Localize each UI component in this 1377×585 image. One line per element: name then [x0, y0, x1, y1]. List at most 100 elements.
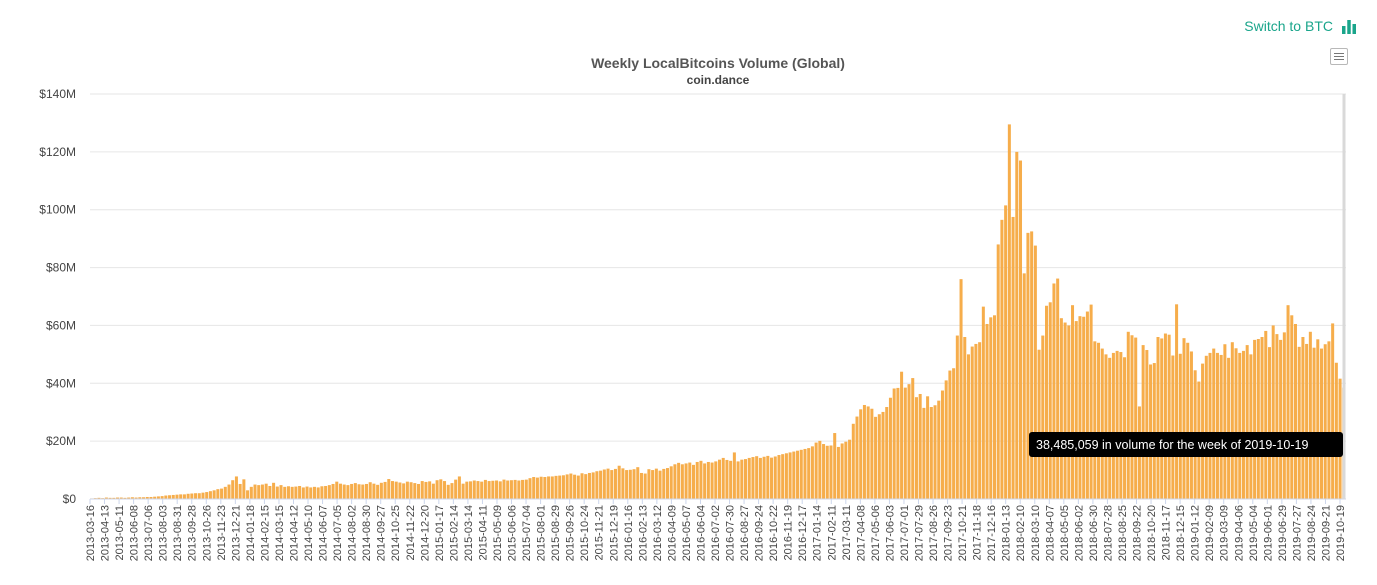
bar[interactable] — [357, 484, 361, 499]
bar[interactable] — [959, 279, 963, 499]
bar[interactable] — [301, 487, 305, 499]
bar[interactable] — [253, 484, 257, 499]
bar[interactable] — [1186, 342, 1190, 499]
bar[interactable] — [1134, 337, 1138, 499]
bar[interactable] — [1297, 346, 1301, 499]
bar[interactable] — [1189, 351, 1193, 499]
bar[interactable] — [1260, 337, 1264, 499]
bar[interactable] — [175, 494, 179, 499]
bar[interactable] — [409, 482, 413, 499]
bar[interactable] — [944, 380, 948, 499]
bar[interactable] — [829, 445, 833, 499]
bar[interactable] — [688, 462, 692, 499]
bar[interactable] — [788, 452, 792, 500]
bar[interactable] — [376, 484, 380, 499]
bar[interactable] — [799, 449, 803, 499]
bar[interactable] — [1100, 348, 1104, 499]
bar[interactable] — [1074, 321, 1078, 499]
bar[interactable] — [379, 482, 383, 499]
bar[interactable] — [684, 463, 688, 499]
bar[interactable] — [1275, 334, 1279, 499]
bar[interactable] — [298, 485, 302, 499]
bar[interactable] — [194, 493, 198, 499]
bar[interactable] — [1227, 357, 1231, 499]
bar[interactable] — [435, 480, 439, 499]
bar[interactable] — [602, 469, 606, 499]
bar[interactable] — [613, 468, 617, 499]
bar[interactable] — [766, 455, 770, 499]
bar[interactable] — [420, 481, 424, 499]
bar[interactable] — [985, 323, 989, 499]
bar[interactable] — [402, 483, 406, 499]
bar[interactable] — [1123, 357, 1127, 499]
bar[interactable] — [457, 476, 461, 499]
bar[interactable] — [628, 469, 632, 499]
bar[interactable] — [112, 497, 116, 499]
chart-context-menu-button[interactable] — [1330, 48, 1348, 65]
bar[interactable] — [1323, 344, 1327, 499]
bar[interactable] — [327, 485, 331, 499]
bar[interactable] — [108, 497, 112, 499]
bar[interactable] — [636, 467, 640, 499]
bar[interactable] — [431, 483, 435, 499]
bar[interactable] — [647, 469, 651, 499]
bar[interactable] — [989, 317, 993, 499]
bar[interactable] — [145, 496, 149, 499]
bar[interactable] — [654, 468, 658, 500]
bar[interactable] — [926, 396, 930, 499]
bar[interactable] — [651, 470, 655, 499]
bar[interactable] — [970, 346, 974, 499]
bar[interactable] — [1182, 338, 1186, 499]
bar[interactable] — [142, 497, 146, 499]
bar[interactable] — [331, 483, 335, 499]
bar[interactable] — [669, 466, 673, 499]
bar[interactable] — [1223, 344, 1227, 499]
bar[interactable] — [179, 494, 183, 499]
bar[interactable] — [610, 470, 614, 499]
bar[interactable] — [1141, 345, 1145, 499]
bar[interactable] — [1093, 341, 1097, 499]
bar[interactable] — [1253, 339, 1257, 499]
bar[interactable] — [929, 407, 933, 499]
bar[interactable] — [978, 342, 982, 499]
bar[interactable] — [1007, 124, 1011, 500]
bar[interactable] — [294, 486, 298, 499]
bar[interactable] — [1018, 160, 1023, 500]
bar[interactable] — [279, 485, 283, 499]
bar[interactable] — [1156, 337, 1160, 499]
bar[interactable] — [509, 480, 513, 499]
bar[interactable] — [643, 473, 647, 499]
bar[interactable] — [1115, 350, 1119, 499]
bar[interactable] — [164, 495, 168, 499]
bar[interactable] — [491, 480, 495, 499]
bar[interactable] — [740, 459, 744, 499]
bar[interactable] — [312, 486, 316, 499]
bar[interactable] — [706, 461, 710, 499]
bar[interactable] — [119, 497, 123, 499]
bar[interactable] — [446, 484, 450, 499]
bar[interactable] — [153, 496, 157, 499]
bar[interactable] — [134, 497, 138, 499]
bar[interactable] — [1293, 323, 1297, 499]
bar[interactable] — [1149, 364, 1153, 499]
bar[interactable] — [974, 343, 978, 499]
bar[interactable] — [1082, 316, 1086, 499]
bar[interactable] — [729, 460, 733, 499]
bar[interactable] — [428, 481, 432, 499]
bar[interactable] — [483, 479, 487, 499]
bar[interactable] — [1037, 349, 1041, 499]
bar[interactable] — [807, 448, 811, 499]
bar[interactable] — [182, 494, 186, 499]
bar[interactable] — [476, 481, 480, 499]
bar[interactable] — [896, 387, 900, 499]
bar[interactable] — [305, 486, 309, 499]
bar[interactable] — [781, 454, 785, 499]
bar[interactable] — [450, 483, 454, 499]
bar[interactable] — [309, 487, 313, 499]
bar[interactable] — [833, 433, 837, 499]
bar[interactable] — [461, 483, 465, 499]
bar[interactable] — [1305, 343, 1309, 499]
bar[interactable] — [922, 407, 926, 500]
bar[interactable] — [595, 471, 599, 499]
bar[interactable] — [547, 476, 551, 499]
